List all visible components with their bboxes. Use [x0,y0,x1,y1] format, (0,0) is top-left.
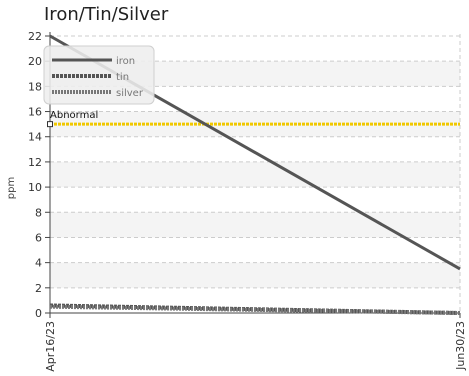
y-tick-label: 12 [28,156,42,169]
y-tick-label: 22 [28,30,42,43]
legend-label-iron: iron [116,56,135,67]
y-tick-label: 4 [35,257,42,270]
y-tick-label: 14 [28,131,42,144]
legend: iron tin silver [43,45,155,105]
y-tick-label: 18 [28,80,42,93]
x-tick-label: Jun30/23 [454,321,467,371]
y-tick-label: 10 [28,181,42,194]
y-tick-label: 8 [35,206,42,219]
y-tick-label: 2 [35,282,42,295]
plot-band [50,161,460,188]
y-tick-label: 6 [35,231,42,244]
legend-label-tin: tin [116,72,129,83]
threshold-marker [47,121,53,128]
y-tick-label: 0 [35,307,42,320]
y-axis-label: ppm [6,177,17,199]
legend-label-silver: silver [116,88,144,99]
plot-band [50,212,460,238]
x-tick-label: Apr16/23 [44,321,57,372]
plot-band [50,262,460,288]
series-line-silver [49,304,461,315]
axes: 0 2 4 6 8 10 12 14 16 18 20 22 Apr16/23 Jun30/23 [28,30,467,372]
threshold-label: Abnormal [50,110,98,121]
y-tick-label: 16 [28,106,42,119]
chart-title: Iron/Tin/Silver [44,4,169,25]
y-tick-label: 20 [28,55,42,68]
threshold-group: Abnormal [47,110,460,128]
